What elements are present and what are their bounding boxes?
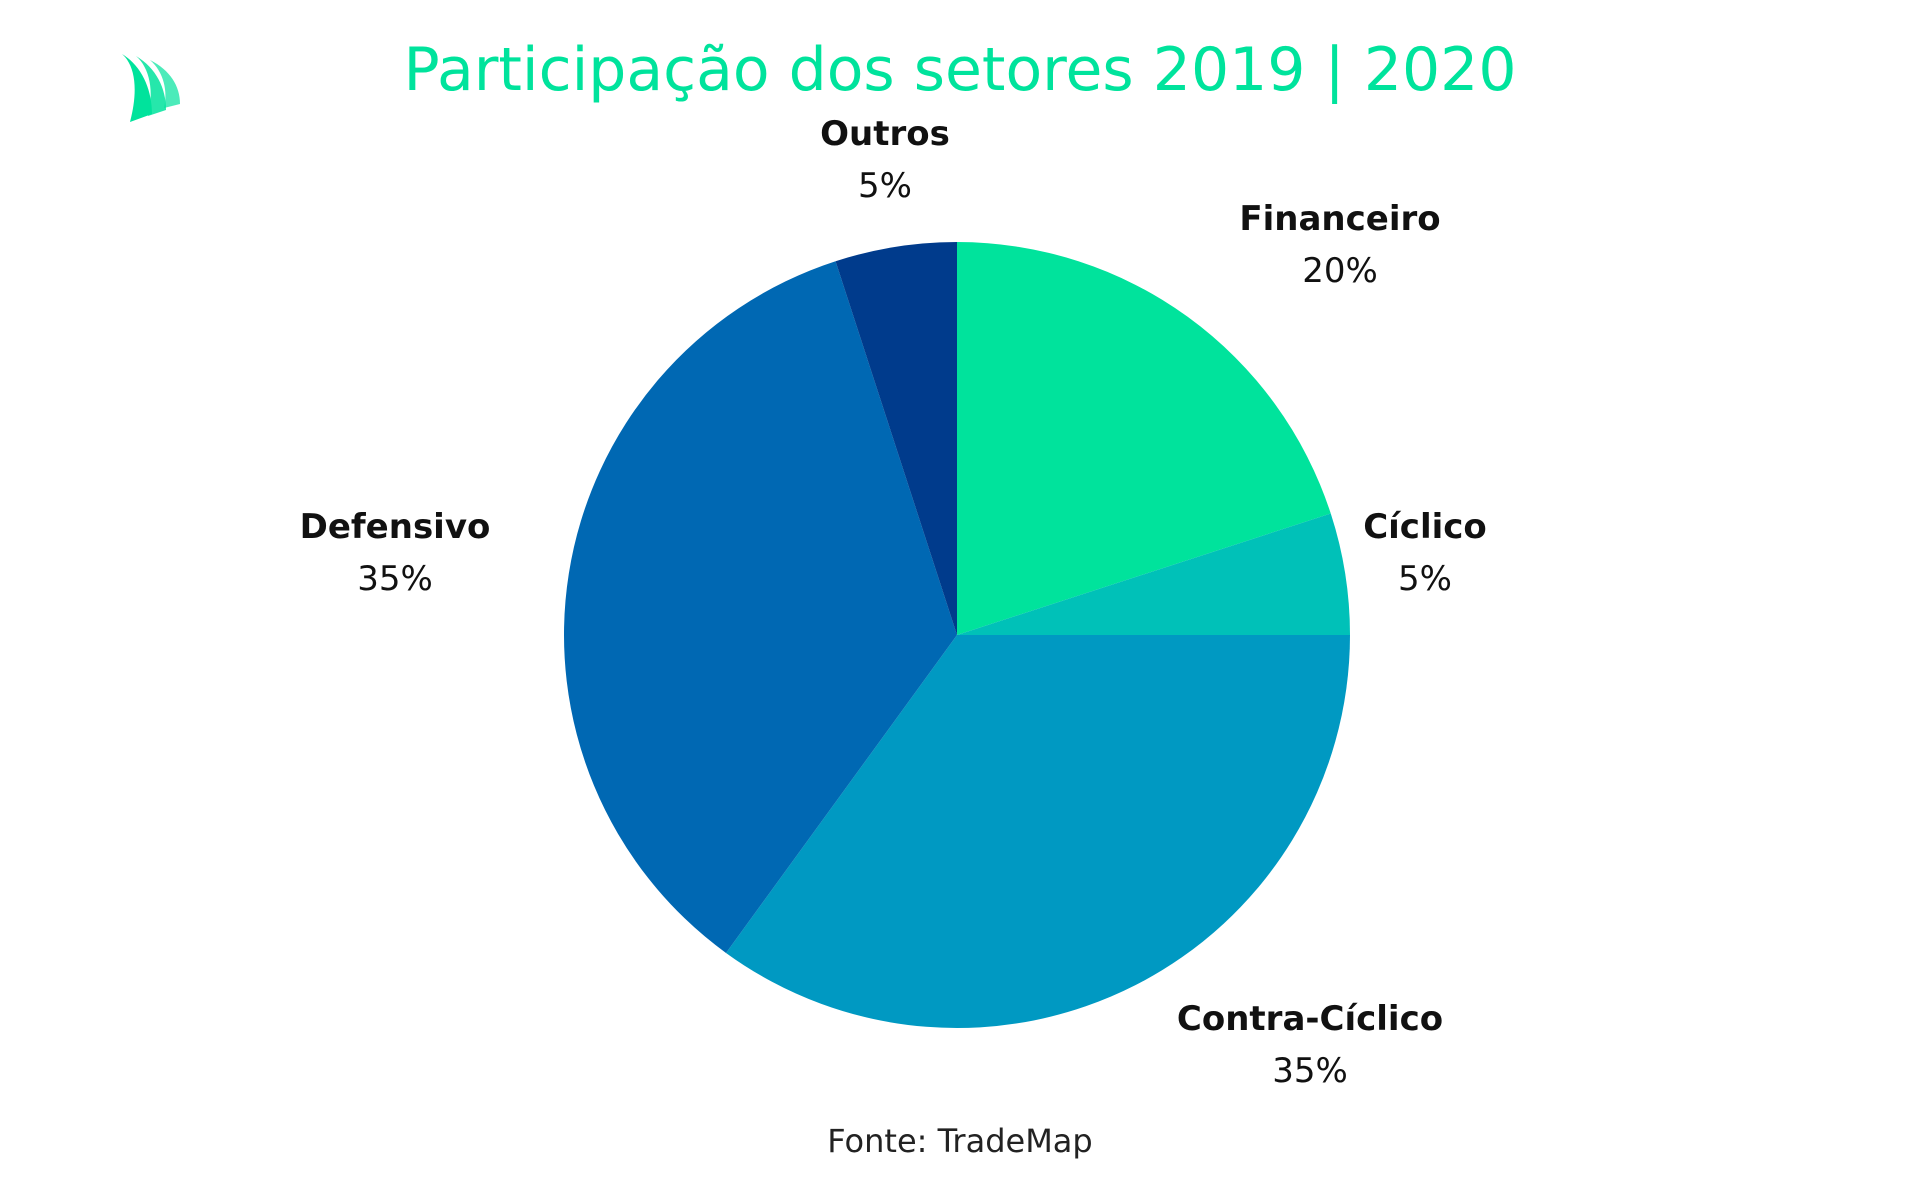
slice-label: Outros: [820, 114, 950, 154]
slice-value-label: 35%: [357, 559, 433, 599]
pie-slice-contra-c-clico: [726, 635, 1350, 1029]
pie-slice-c-clico: [957, 513, 1350, 635]
pie-labels: Financeiro 20% Cíclico 5% Contra-Cíclico 35% D…: [300, 114, 1487, 1091]
slice-value-label: 5%: [1398, 559, 1452, 599]
sails-logo-icon: [122, 54, 180, 122]
slice-label: Cíclico: [1363, 507, 1487, 547]
slice-value-label: 35%: [1272, 1051, 1348, 1091]
slice-label: Defensivo: [300, 507, 491, 547]
pie-slice-financeiro: [957, 242, 1331, 635]
slice-label: Financeiro: [1239, 199, 1440, 239]
slice-value-label: 5%: [858, 166, 912, 206]
pie-slices: [564, 242, 1350, 1029]
chart-source: Fonte: TradeMap: [827, 1122, 1093, 1160]
pie-slice-outros: [835, 242, 957, 635]
chart-title: Participação dos setores 2019 | 2020: [403, 35, 1517, 105]
slice-value-label: 20%: [1302, 251, 1378, 291]
pie-slice-defensivo: [564, 261, 957, 953]
slice-label: Contra-Cíclico: [1177, 999, 1443, 1039]
